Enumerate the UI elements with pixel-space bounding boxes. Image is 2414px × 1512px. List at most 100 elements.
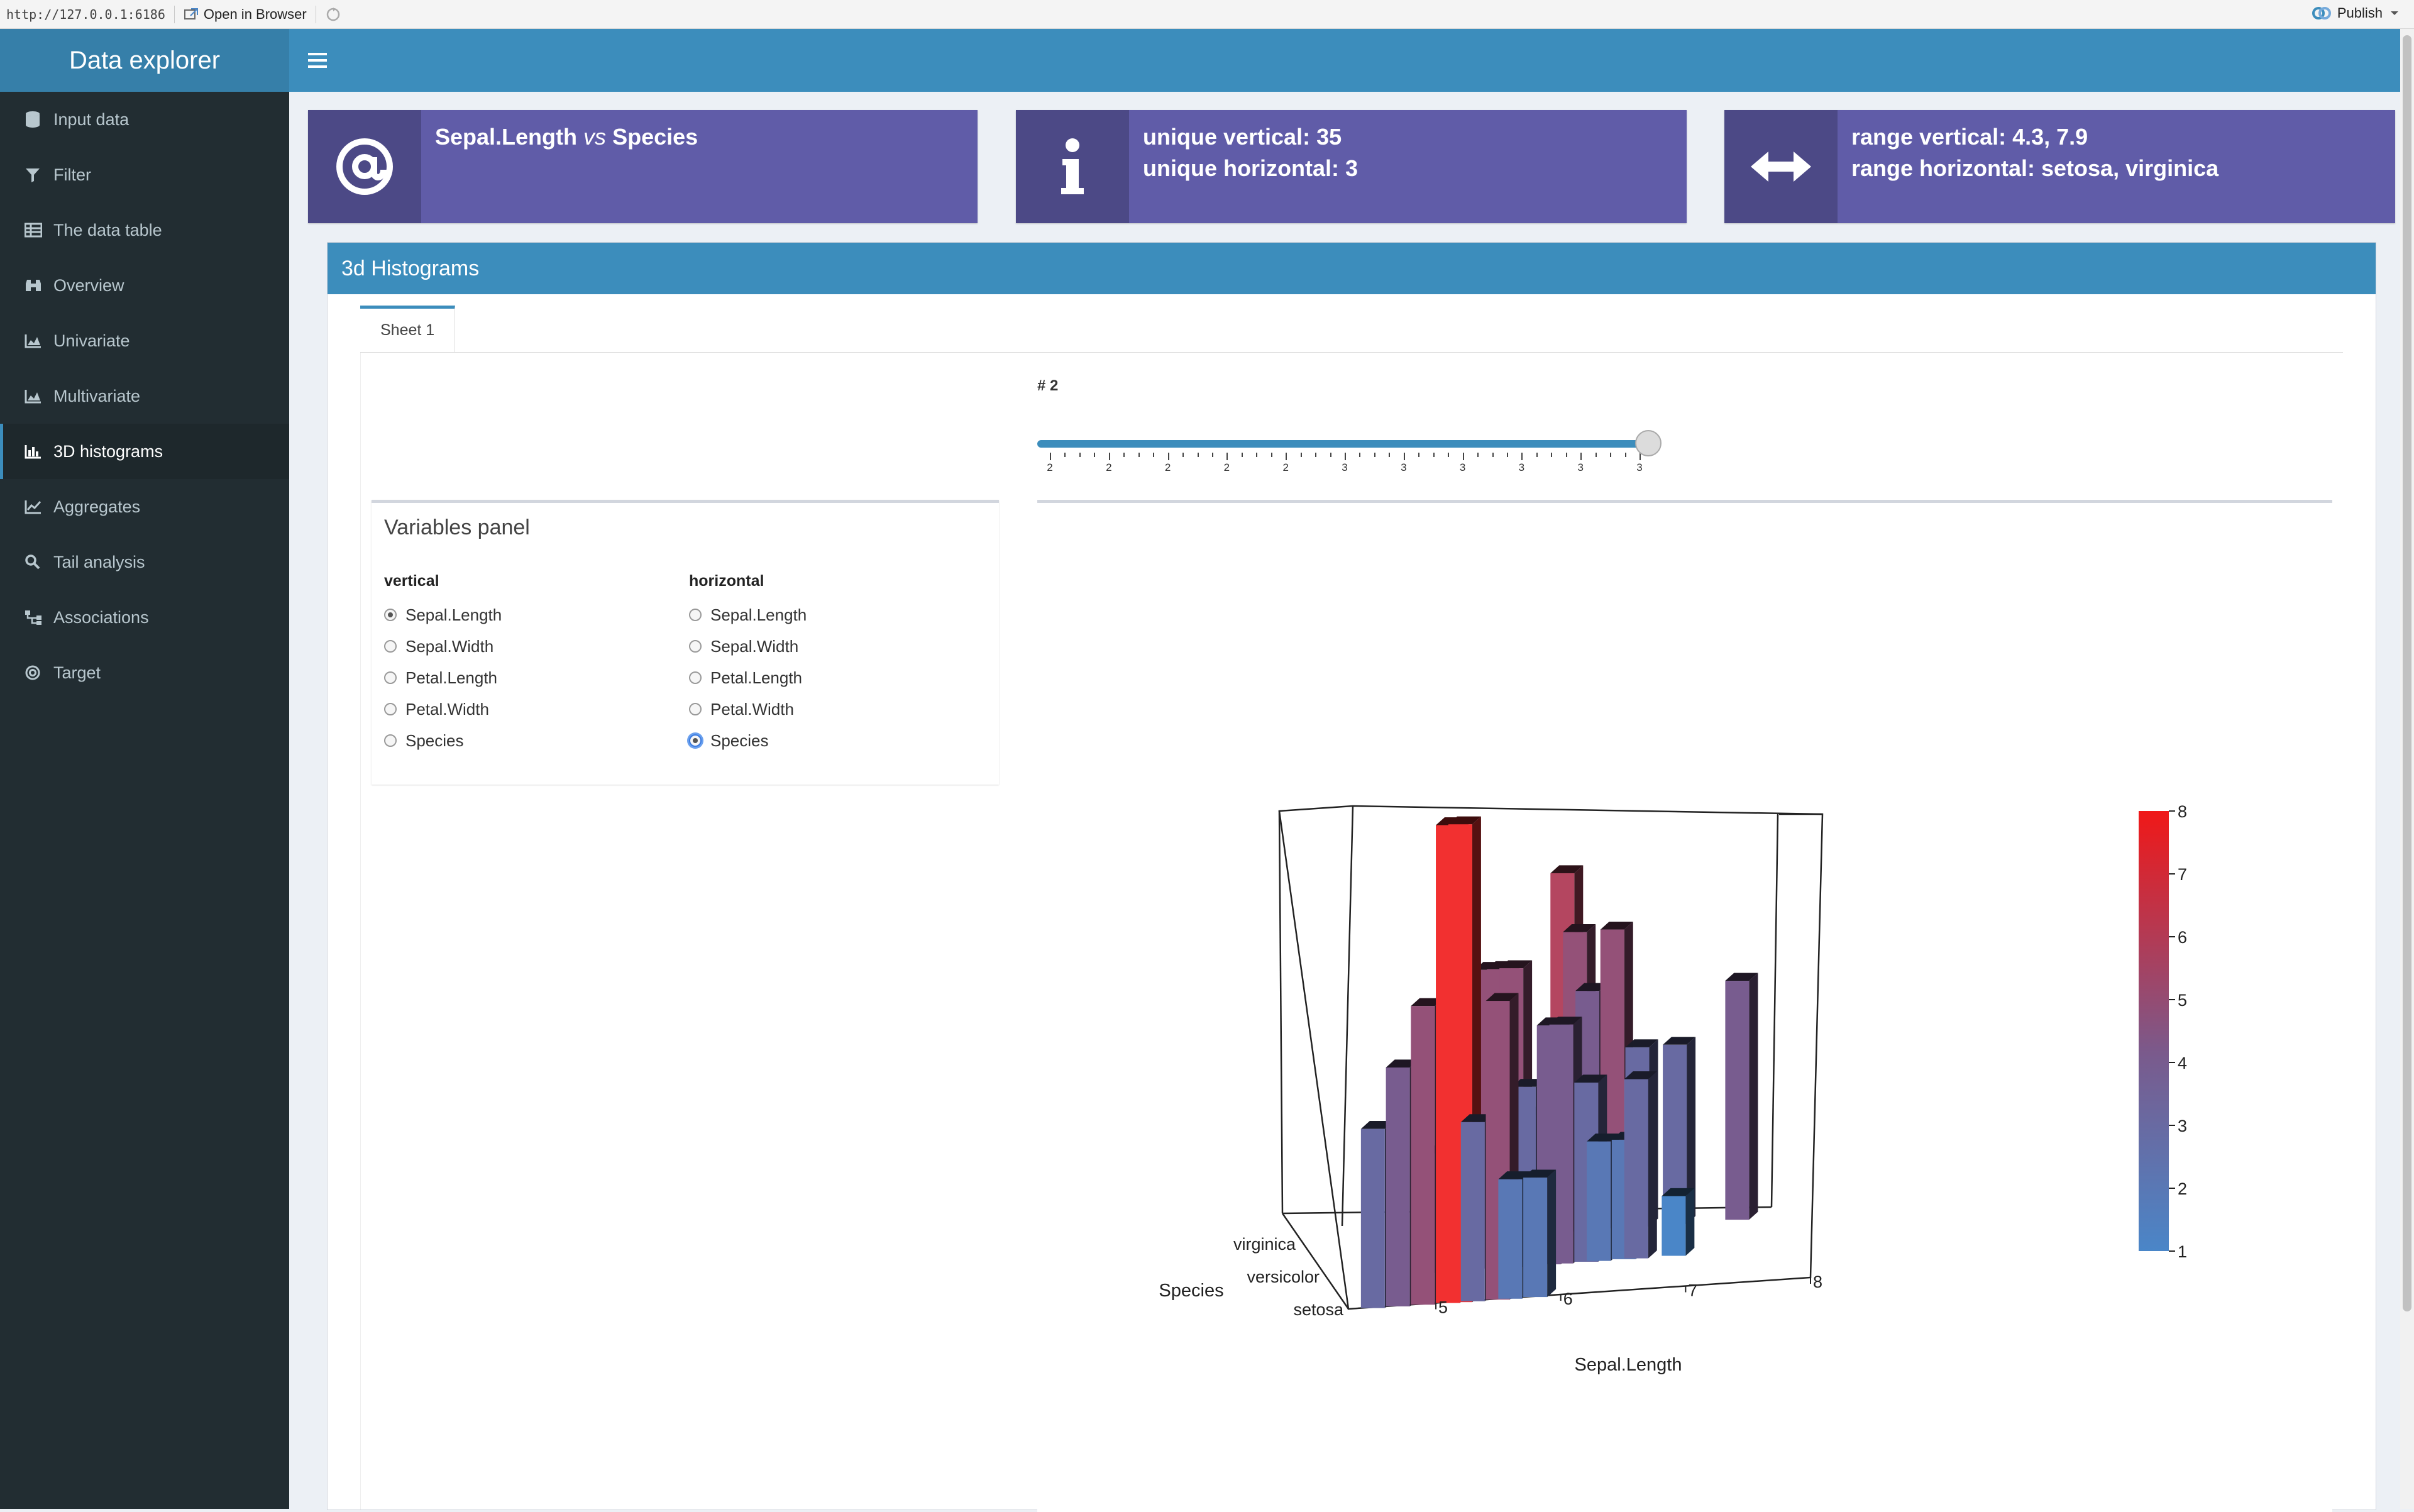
radio-checked-icon[interactable] (689, 734, 702, 747)
radio-unchecked-icon[interactable] (689, 703, 702, 715)
sidebar-item-label: Univariate (53, 331, 130, 350)
radio-unchecked-icon[interactable] (689, 671, 702, 684)
info-box-text: Sepal.Length vs Species (421, 110, 712, 223)
colorbar-tick-label: 7 (2178, 865, 2187, 884)
slider-tick-label: 3 (1518, 461, 1525, 473)
slider-track[interactable] (1037, 440, 1652, 448)
slider-minor-tick (1595, 453, 1597, 457)
bar-versicolor-11 (1662, 1188, 1695, 1256)
radio-unchecked-icon[interactable] (689, 609, 702, 621)
sidebar-item-aggregates[interactable]: Aggregates (0, 479, 289, 534)
colorbar-tick-label: 5 (2178, 991, 2187, 1010)
radio-horizontal-petal-length[interactable]: Petal.Length (689, 662, 807, 693)
radio-label: Species (710, 731, 769, 750)
bar-versicolor-10 (1624, 1071, 1657, 1259)
slider-minor-tick (1270, 453, 1272, 457)
sidebar-item-label: Overview (53, 275, 124, 295)
x-axis-ticks: 5 6 7 8 (1435, 1272, 1822, 1317)
slider-minor-tick (1315, 453, 1317, 457)
sidebar-item-3d-histograms[interactable]: 3D histograms (0, 424, 289, 479)
sidebar-item-target[interactable]: Target (0, 645, 289, 700)
slider-minor-tick (1123, 453, 1125, 457)
page-scrollbar[interactable] (2400, 29, 2414, 1509)
range-vertical: range vertical: 4.3, 7.9 (1851, 124, 2088, 150)
publish-button[interactable]: Publish (2311, 4, 2400, 23)
slider-minor-tick (1153, 453, 1155, 457)
radio-horizontal-sepal-length[interactable]: Sepal.Length (689, 599, 807, 631)
plot-area: 5 6 7 8 setosa versicolor virginica Sepal.Len… (1037, 500, 2332, 1512)
slider-minor-tick (1610, 453, 1612, 457)
app-logo[interactable]: Data explorer (0, 29, 289, 92)
slider-minor-tick (1551, 453, 1553, 457)
tab-bar: Sheet 1 (360, 306, 2343, 353)
slider-minor-tick (1565, 453, 1567, 457)
sidebar-item-label: The data table (53, 220, 162, 240)
radio-vertical-sepal-length[interactable]: Sepal.Length (384, 599, 502, 631)
radio-horizontal-petal-width[interactable]: Petal.Width (689, 693, 807, 725)
refresh-icon[interactable] (325, 6, 341, 23)
scrollbar-thumb[interactable] (2403, 35, 2411, 1311)
x-tick-label: 6 (1563, 1289, 1573, 1308)
sidebar-item-label: Target (53, 663, 101, 682)
sidebar-item-univariate[interactable]: Univariate (0, 313, 289, 368)
radio-checked-icon[interactable] (384, 609, 397, 621)
slider-tick (1167, 453, 1169, 460)
slider-tick-label: 3 (1401, 461, 1407, 473)
radio-horizontal-species[interactable]: Species (689, 725, 807, 756)
sidebar-item-input-data[interactable]: Input data (0, 92, 289, 147)
y-tick-label: virginica (1233, 1235, 1296, 1254)
slider-minor-tick (1138, 453, 1140, 457)
vertical-radio-group: vertical Sepal.Length Sepal.Width Petal.Le… (384, 572, 502, 756)
radio-label: Sepal.Length (405, 605, 502, 624)
slider-tick-label: 3 (1636, 461, 1643, 473)
open-in-browser-button[interactable]: Open in Browser (184, 6, 307, 23)
slider-tick (1345, 453, 1346, 460)
unique-vertical: unique vertical: 35 (1143, 124, 1342, 150)
sidebar-item-overview[interactable]: Overview (0, 258, 289, 313)
slider-tick-label: 2 (1047, 461, 1053, 473)
sidebar-item-multivariate[interactable]: Multivariate (0, 368, 289, 424)
x-tick-label: 7 (1688, 1281, 1697, 1300)
vs-label: vs (583, 124, 607, 150)
x-tick-label: 5 (1438, 1298, 1448, 1317)
url-text[interactable]: http://127.0.0.1:6186 (6, 6, 165, 22)
sidebar-item-filter[interactable]: Filter (0, 147, 289, 202)
colorbar-tick-label: 1 (2178, 1242, 2187, 1261)
x-tick-label: 8 (1813, 1272, 1822, 1291)
y-axis-title: Species (1159, 1281, 1223, 1301)
radio-vertical-petal-length[interactable]: Petal.Length (384, 662, 502, 693)
y-tick-label: setosa (1293, 1300, 1344, 1319)
histogram-3d-chart: 5 6 7 8 setosa versicolor virginica Sepal.Len… (1159, 802, 2187, 1375)
slider[interactable]: 2 2 2 2 2 3 3 3 3 3 3 (1037, 428, 1662, 490)
radio-vertical-species[interactable]: Species (384, 725, 502, 756)
slider-minor-tick (1064, 453, 1066, 457)
sidebar-item-tail-analysis[interactable]: Tail analysis (0, 534, 289, 590)
bar-chart-icon (25, 444, 53, 459)
hamburger-icon[interactable] (308, 48, 327, 73)
radio-vertical-sepal-width[interactable]: Sepal.Width (384, 631, 502, 662)
sidebar-item-the-data-table[interactable]: The data table (0, 202, 289, 258)
chevron-down-icon (2391, 11, 2398, 15)
radio-unchecked-icon[interactable] (384, 640, 397, 653)
bullseye-icon (25, 665, 53, 681)
arrows-horizontal-icon (1724, 110, 1838, 223)
sidebar-item-associations[interactable]: Associations (0, 590, 289, 645)
x-axis-title: Sepal.Length (1575, 1355, 1682, 1375)
radio-unchecked-icon[interactable] (384, 734, 397, 747)
area-chart-icon (25, 333, 53, 348)
slider-handle[interactable] (1635, 430, 1662, 456)
y-axis-ticks: setosa versicolor virginica (1233, 1235, 1344, 1319)
slider-minor-tick (1624, 453, 1626, 457)
table-icon (25, 223, 53, 238)
radio-unchecked-icon[interactable] (384, 703, 397, 715)
tab-sheet-1[interactable]: Sheet 1 (360, 306, 456, 352)
radio-vertical-petal-width[interactable]: Petal.Width (384, 693, 502, 725)
slider-tick (1403, 453, 1405, 460)
radio-label: Sepal.Width (710, 636, 799, 656)
radio-horizontal-sepal-width[interactable]: Sepal.Width (689, 631, 807, 662)
radio-unchecked-icon[interactable] (689, 640, 702, 653)
top-header (289, 29, 2414, 92)
horizontal-radio-group: horizontal Sepal.Length Sepal.Width Petal.… (689, 572, 807, 756)
browser-toolbar: http://127.0.0.1:6186 Open in Browser Pu… (0, 0, 2414, 29)
radio-unchecked-icon[interactable] (384, 671, 397, 684)
